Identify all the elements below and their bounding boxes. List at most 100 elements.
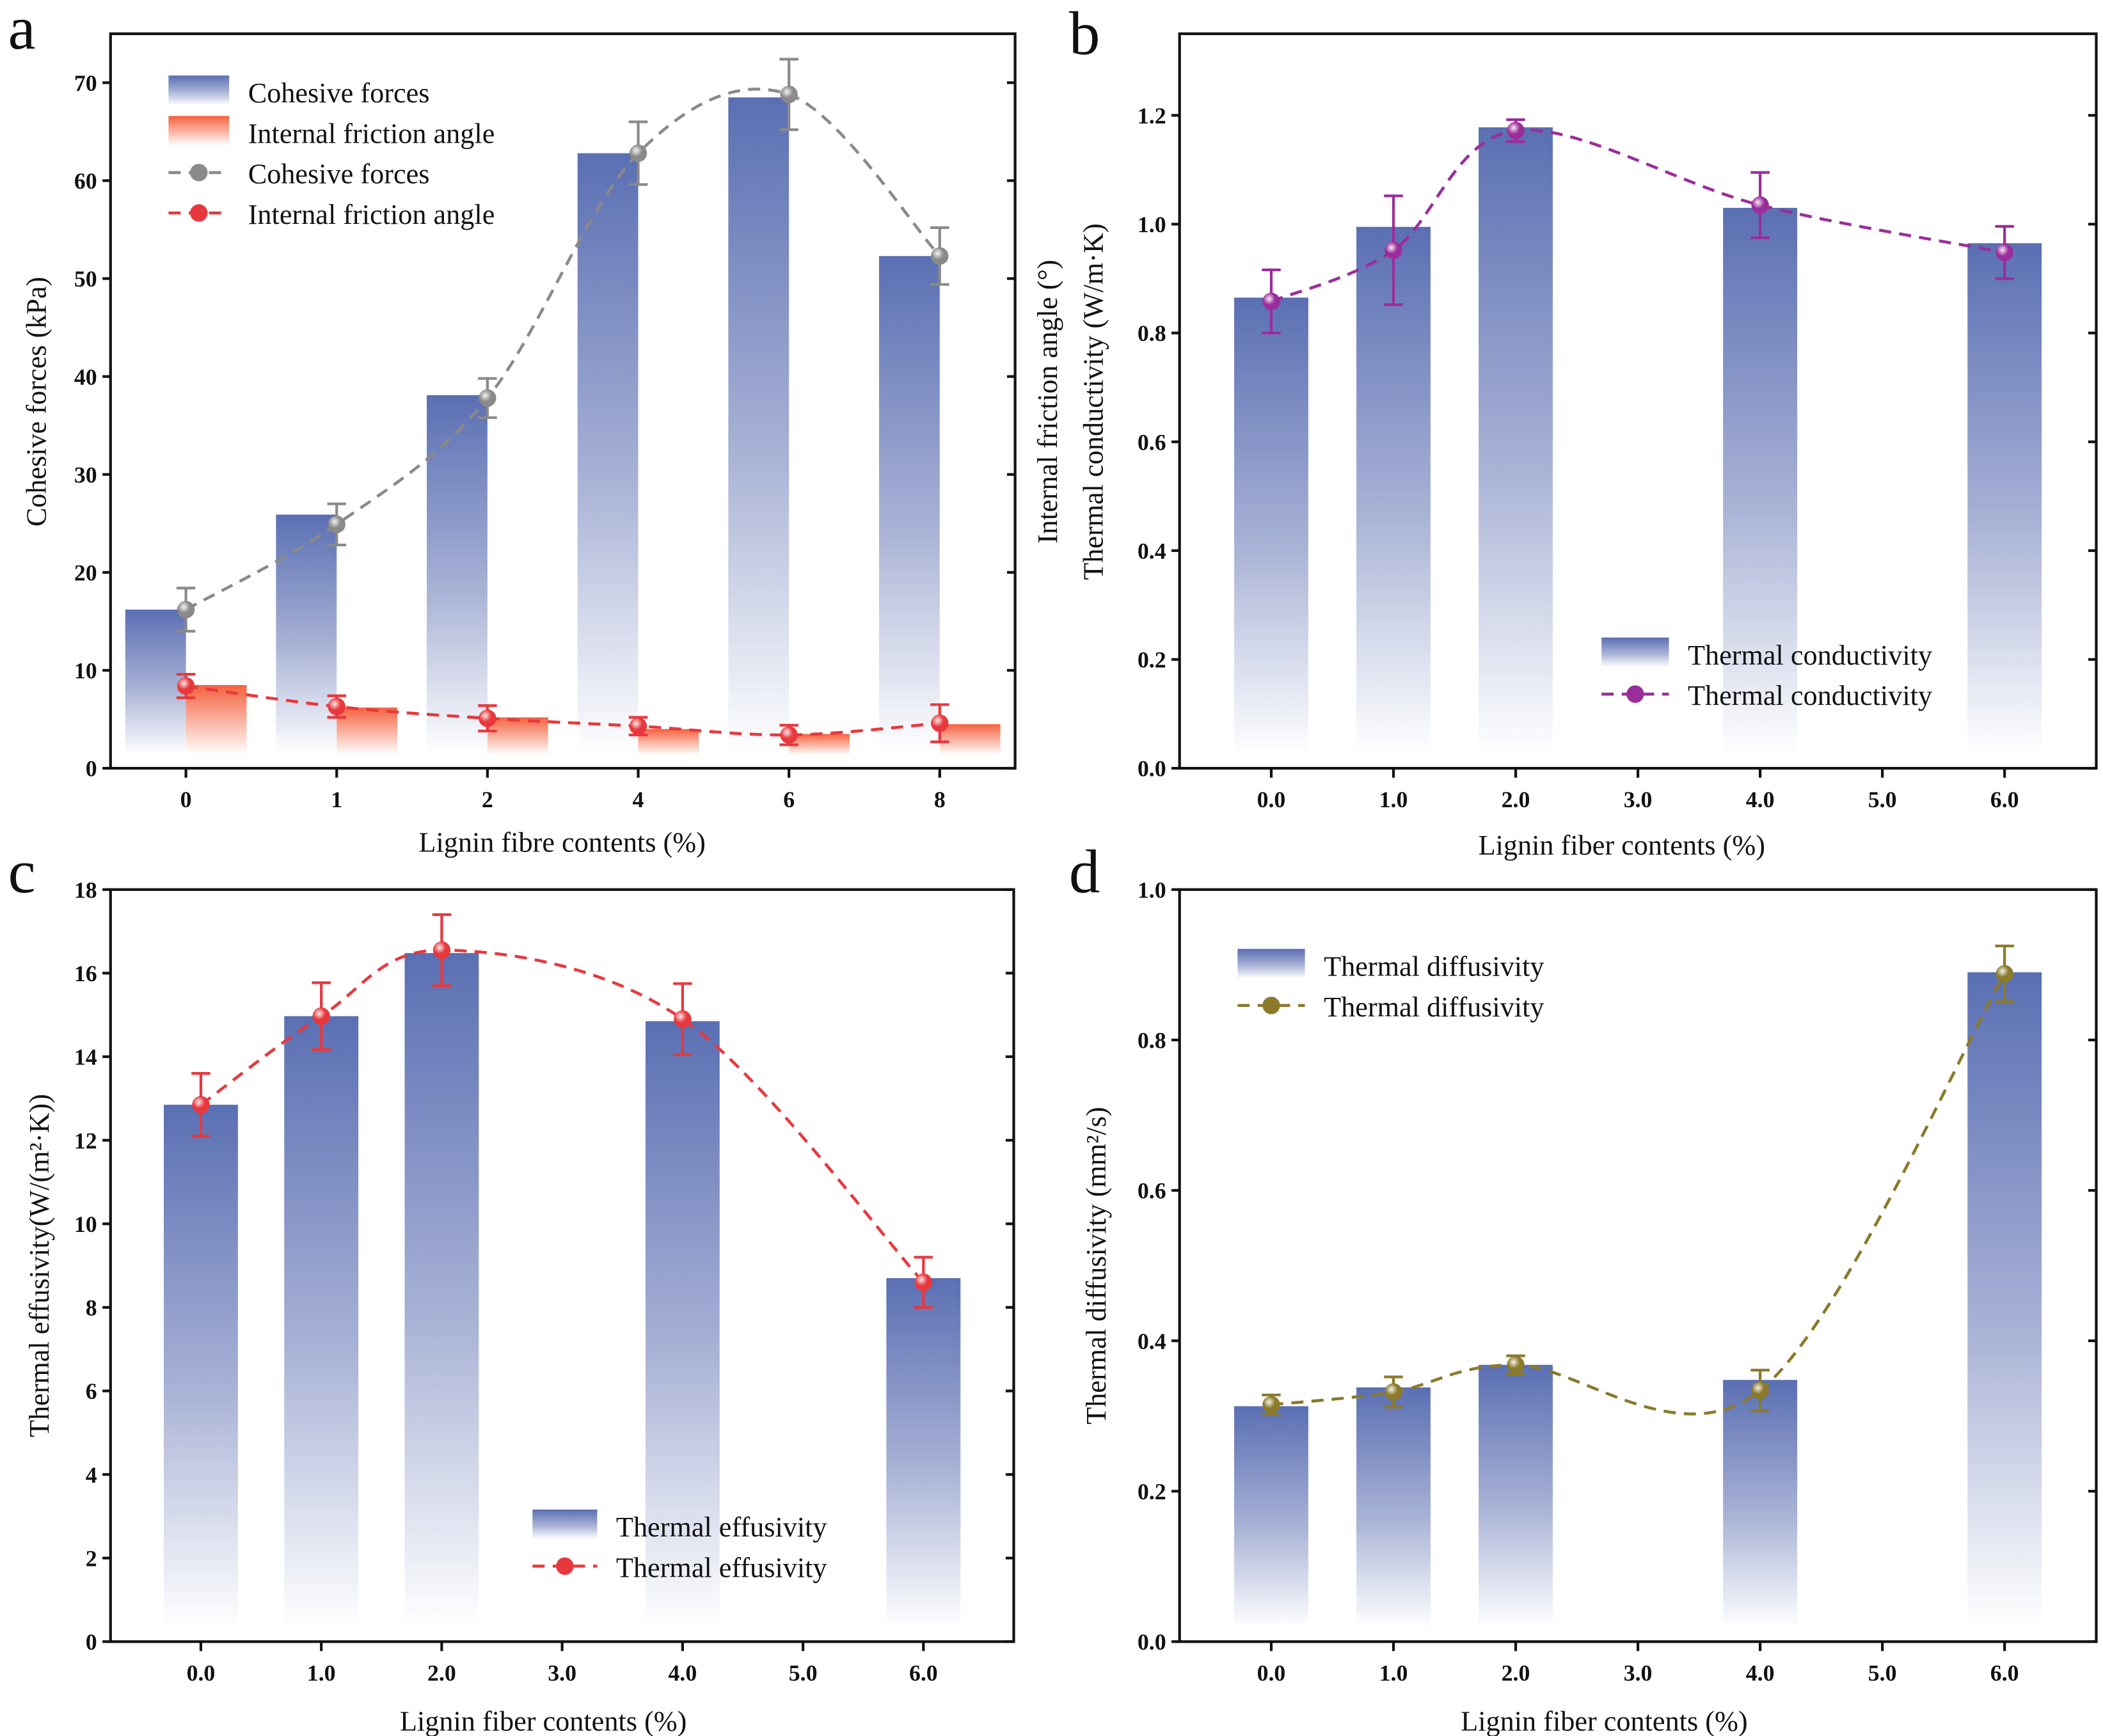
series-line-a-0 (185, 88, 941, 612)
legend-label: Internal friction angle (248, 118, 495, 149)
x-tick-label: 0.0 (1257, 787, 1286, 812)
bar-b-0-4 (1967, 243, 2042, 755)
data-point-highlight (931, 247, 949, 265)
y-tick-label: 0.8 (1138, 1028, 1166, 1053)
legend-label: Cohesive forces (248, 77, 430, 109)
data-point-highlight (192, 1096, 210, 1114)
y-tick-label: 1.0 (1138, 212, 1166, 237)
bar-a-1-2 (487, 717, 548, 755)
data-point-highlight (177, 601, 195, 619)
y-tick-label: 14 (74, 1045, 97, 1070)
legend-marker (556, 1557, 574, 1575)
y-tick-label: 6 (86, 1378, 97, 1404)
data-point-highlight (1996, 965, 2013, 983)
bar-b-0-0 (1234, 297, 1308, 755)
data-point-highlight (479, 709, 496, 727)
legend-label: Thermal conductivity (1688, 680, 1932, 711)
y-tick-label: 1.2 (1138, 103, 1166, 129)
series-line-c-0 (200, 949, 925, 1284)
y-axis-title: Thermal effusivity(W/(m²·K)) (24, 1094, 55, 1437)
x-tick-label: 0.0 (187, 1661, 216, 1686)
legend-bar-swatch (168, 75, 230, 106)
y-tick-label: 70 (74, 70, 97, 96)
x-tick-label: 4 (633, 787, 644, 812)
y-tick-label: 50 (74, 266, 97, 292)
y-tick-label: 18 (74, 877, 97, 903)
y-tick-label: 8 (86, 1295, 97, 1321)
data-point-highlight (328, 516, 345, 533)
bar-a-0-1 (276, 514, 337, 755)
y-axis-title: Cohesive forces (kPa) (21, 277, 52, 527)
x-tick-label: 6 (783, 787, 795, 812)
data-point-highlight (479, 389, 496, 407)
bar-d-0-0 (1234, 1406, 1308, 1629)
x-tick-label: 6.0 (1990, 1661, 2019, 1686)
data-point-highlight (1751, 1382, 1769, 1400)
y-tick-label: 20 (74, 560, 97, 585)
y-tick-label: 0 (86, 756, 97, 782)
x-tick-label: 4.0 (668, 1661, 697, 1686)
bar-d-0-4 (1967, 972, 2042, 1629)
data-point-highlight (1996, 243, 2013, 262)
x-tick-label: 5.0 (789, 1661, 818, 1686)
bar-c-0-3 (645, 1021, 720, 1629)
y-tick-label: 0.4 (1138, 1329, 1166, 1354)
bar-d-0-1 (1356, 1387, 1431, 1629)
y-tick-label: 4 (86, 1462, 97, 1488)
x-tick-label: 3.0 (548, 1661, 576, 1686)
plot-frame (109, 32, 1017, 770)
data-point-highlight (328, 697, 345, 716)
data-point-highlight (1751, 196, 1769, 214)
panel-letter-a: a (8, 0, 36, 62)
legend-marker (1262, 997, 1280, 1014)
data-point-highlight (674, 1010, 692, 1028)
x-tick-label: 6.0 (1990, 787, 2019, 812)
bar-c-0-1 (284, 1016, 359, 1629)
series-line-b-0 (1271, 128, 2005, 303)
y-axis-title: Internal friction angle (°) (1032, 260, 1063, 544)
legend-label: Thermal diffusivity (1324, 991, 1544, 1023)
legend-label: Cohesive forces (248, 159, 430, 190)
x-tick-label: 4.0 (1746, 787, 1775, 812)
bar-b-0-3 (1723, 207, 1798, 755)
data-point-highlight (312, 1007, 330, 1025)
y-tick-label: 12 (74, 1128, 97, 1153)
data-point-highlight (931, 714, 949, 732)
y-tick-label: 2 (86, 1545, 97, 1571)
legend-marker (190, 204, 208, 222)
bar-a-1-0 (186, 684, 247, 755)
panel-d: d 0.0 0.2 0.4 0.6 0.8 1.0 0.0 1.0 2.0 3.0 4.0 5.0 6.0… (1069, 837, 2098, 1736)
y-tick-label: 10 (74, 658, 97, 684)
legend-label: Thermal conductivity (1688, 640, 1932, 671)
legend-marker (1626, 685, 1644, 703)
y-tick-label: 30 (74, 462, 97, 487)
legend-label: Thermal diffusivity (1324, 951, 1544, 982)
panel-letter-c: c (8, 837, 36, 906)
legend-bar-swatch (1601, 637, 1669, 668)
data-point-highlight (177, 677, 195, 695)
x-axis-title: Lignin fiber contents (%) (400, 1706, 686, 1736)
bar-a-0-5 (878, 256, 940, 755)
panel-letter-b: b (1069, 0, 1100, 67)
panel-letter-d: d (1069, 837, 1100, 906)
bar-a-1-1 (337, 707, 398, 755)
y-tick-label: 0.6 (1138, 1178, 1166, 1204)
x-tick-label: 0 (180, 787, 192, 812)
y-tick-label: 1.0 (1138, 877, 1166, 903)
x-tick-label: 2.0 (1502, 787, 1530, 812)
legend-label: Internal friction angle (248, 199, 495, 230)
x-tick-label: 3.0 (1624, 787, 1653, 812)
y-tick-label: 0.2 (1138, 1479, 1166, 1504)
bar-a-1-5 (939, 724, 1001, 755)
y-tick-label: 0.6 (1138, 429, 1166, 455)
bar-b-0-2 (1479, 127, 1553, 755)
legend: Thermal diffusivity Thermal diffusivity (1237, 949, 1544, 1023)
data-point-highlight (629, 144, 647, 162)
plot-frame (1178, 888, 2098, 1643)
legend-bar-swatch (168, 116, 230, 146)
y-tick-label: 0 (86, 1629, 97, 1655)
data-point-highlight (1262, 292, 1280, 310)
y-tick-label: 10 (74, 1211, 97, 1237)
series-line-a-1 (186, 684, 940, 737)
